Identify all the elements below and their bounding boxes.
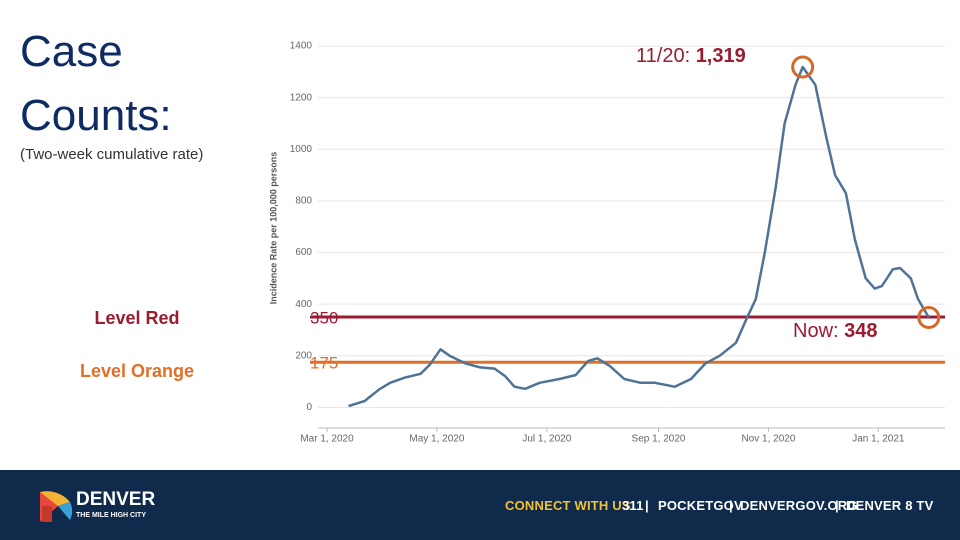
chart: Incidence Rate per 100,000 persons 0 200 4… xyxy=(80,41,945,445)
y-tick-label: 200 xyxy=(295,350,312,361)
y-tick-label: 1400 xyxy=(290,41,313,52)
x-tick-label: Jan 1, 2021 xyxy=(852,434,905,445)
footer-link: 311 xyxy=(622,498,644,513)
y-tick-label: 400 xyxy=(295,299,312,310)
annotation: Now: 348 xyxy=(793,320,878,342)
x-tick-label: Jul 1, 2020 xyxy=(522,434,571,445)
annotation-prefix: Now: xyxy=(793,320,839,342)
connect: CONNECT WITH US xyxy=(505,498,631,513)
y-tick-label: 600 xyxy=(295,247,312,258)
annotation-value: 1,319 xyxy=(696,45,746,67)
slide-subtitle: (Two-week cumulative rate) xyxy=(20,146,204,163)
threshold-name: Level Red xyxy=(94,308,179,328)
threshold-value: 175 xyxy=(310,354,338,373)
y-tick-label: 800 xyxy=(295,196,312,207)
slide-title: Case Counts: xyxy=(20,27,172,140)
annotation: 11/20: 1,319 xyxy=(636,45,746,67)
threshold-value: 350 xyxy=(310,309,338,328)
x-tick-label: Sep 1, 2020 xyxy=(632,434,686,445)
annotation-circle xyxy=(791,55,815,79)
threshold-name: Level Orange xyxy=(80,361,194,381)
y-tick-label: 1200 xyxy=(290,92,313,103)
x-tick-label: Nov 1, 2020 xyxy=(741,434,795,445)
footer: DENVER THE MILE HIGH CITY CONNECT WITH U… xyxy=(0,470,960,540)
annotation-circle xyxy=(917,306,941,330)
logo xyxy=(36,486,76,526)
y-tick-label: 1000 xyxy=(290,144,313,155)
y-tick-label: 0 xyxy=(306,402,312,413)
tagline: THE MILE HIGH CITY xyxy=(76,512,146,519)
annotation-prefix: 11/20: xyxy=(636,45,690,67)
x-tick-label: May 1, 2020 xyxy=(409,434,464,445)
brand: DENVER xyxy=(76,489,156,510)
y-axis-label: Incidence Rate per 100,000 persons xyxy=(268,152,278,305)
x-tick-label: Mar 1, 2020 xyxy=(300,434,354,445)
annotation-value: 348 xyxy=(844,320,877,342)
footer-link: DENVERGOV.ORG xyxy=(740,498,858,513)
footer-link: DENVER 8 TV xyxy=(846,498,934,513)
series-line xyxy=(348,65,930,408)
footer-link: POCKETGOV xyxy=(658,498,743,513)
